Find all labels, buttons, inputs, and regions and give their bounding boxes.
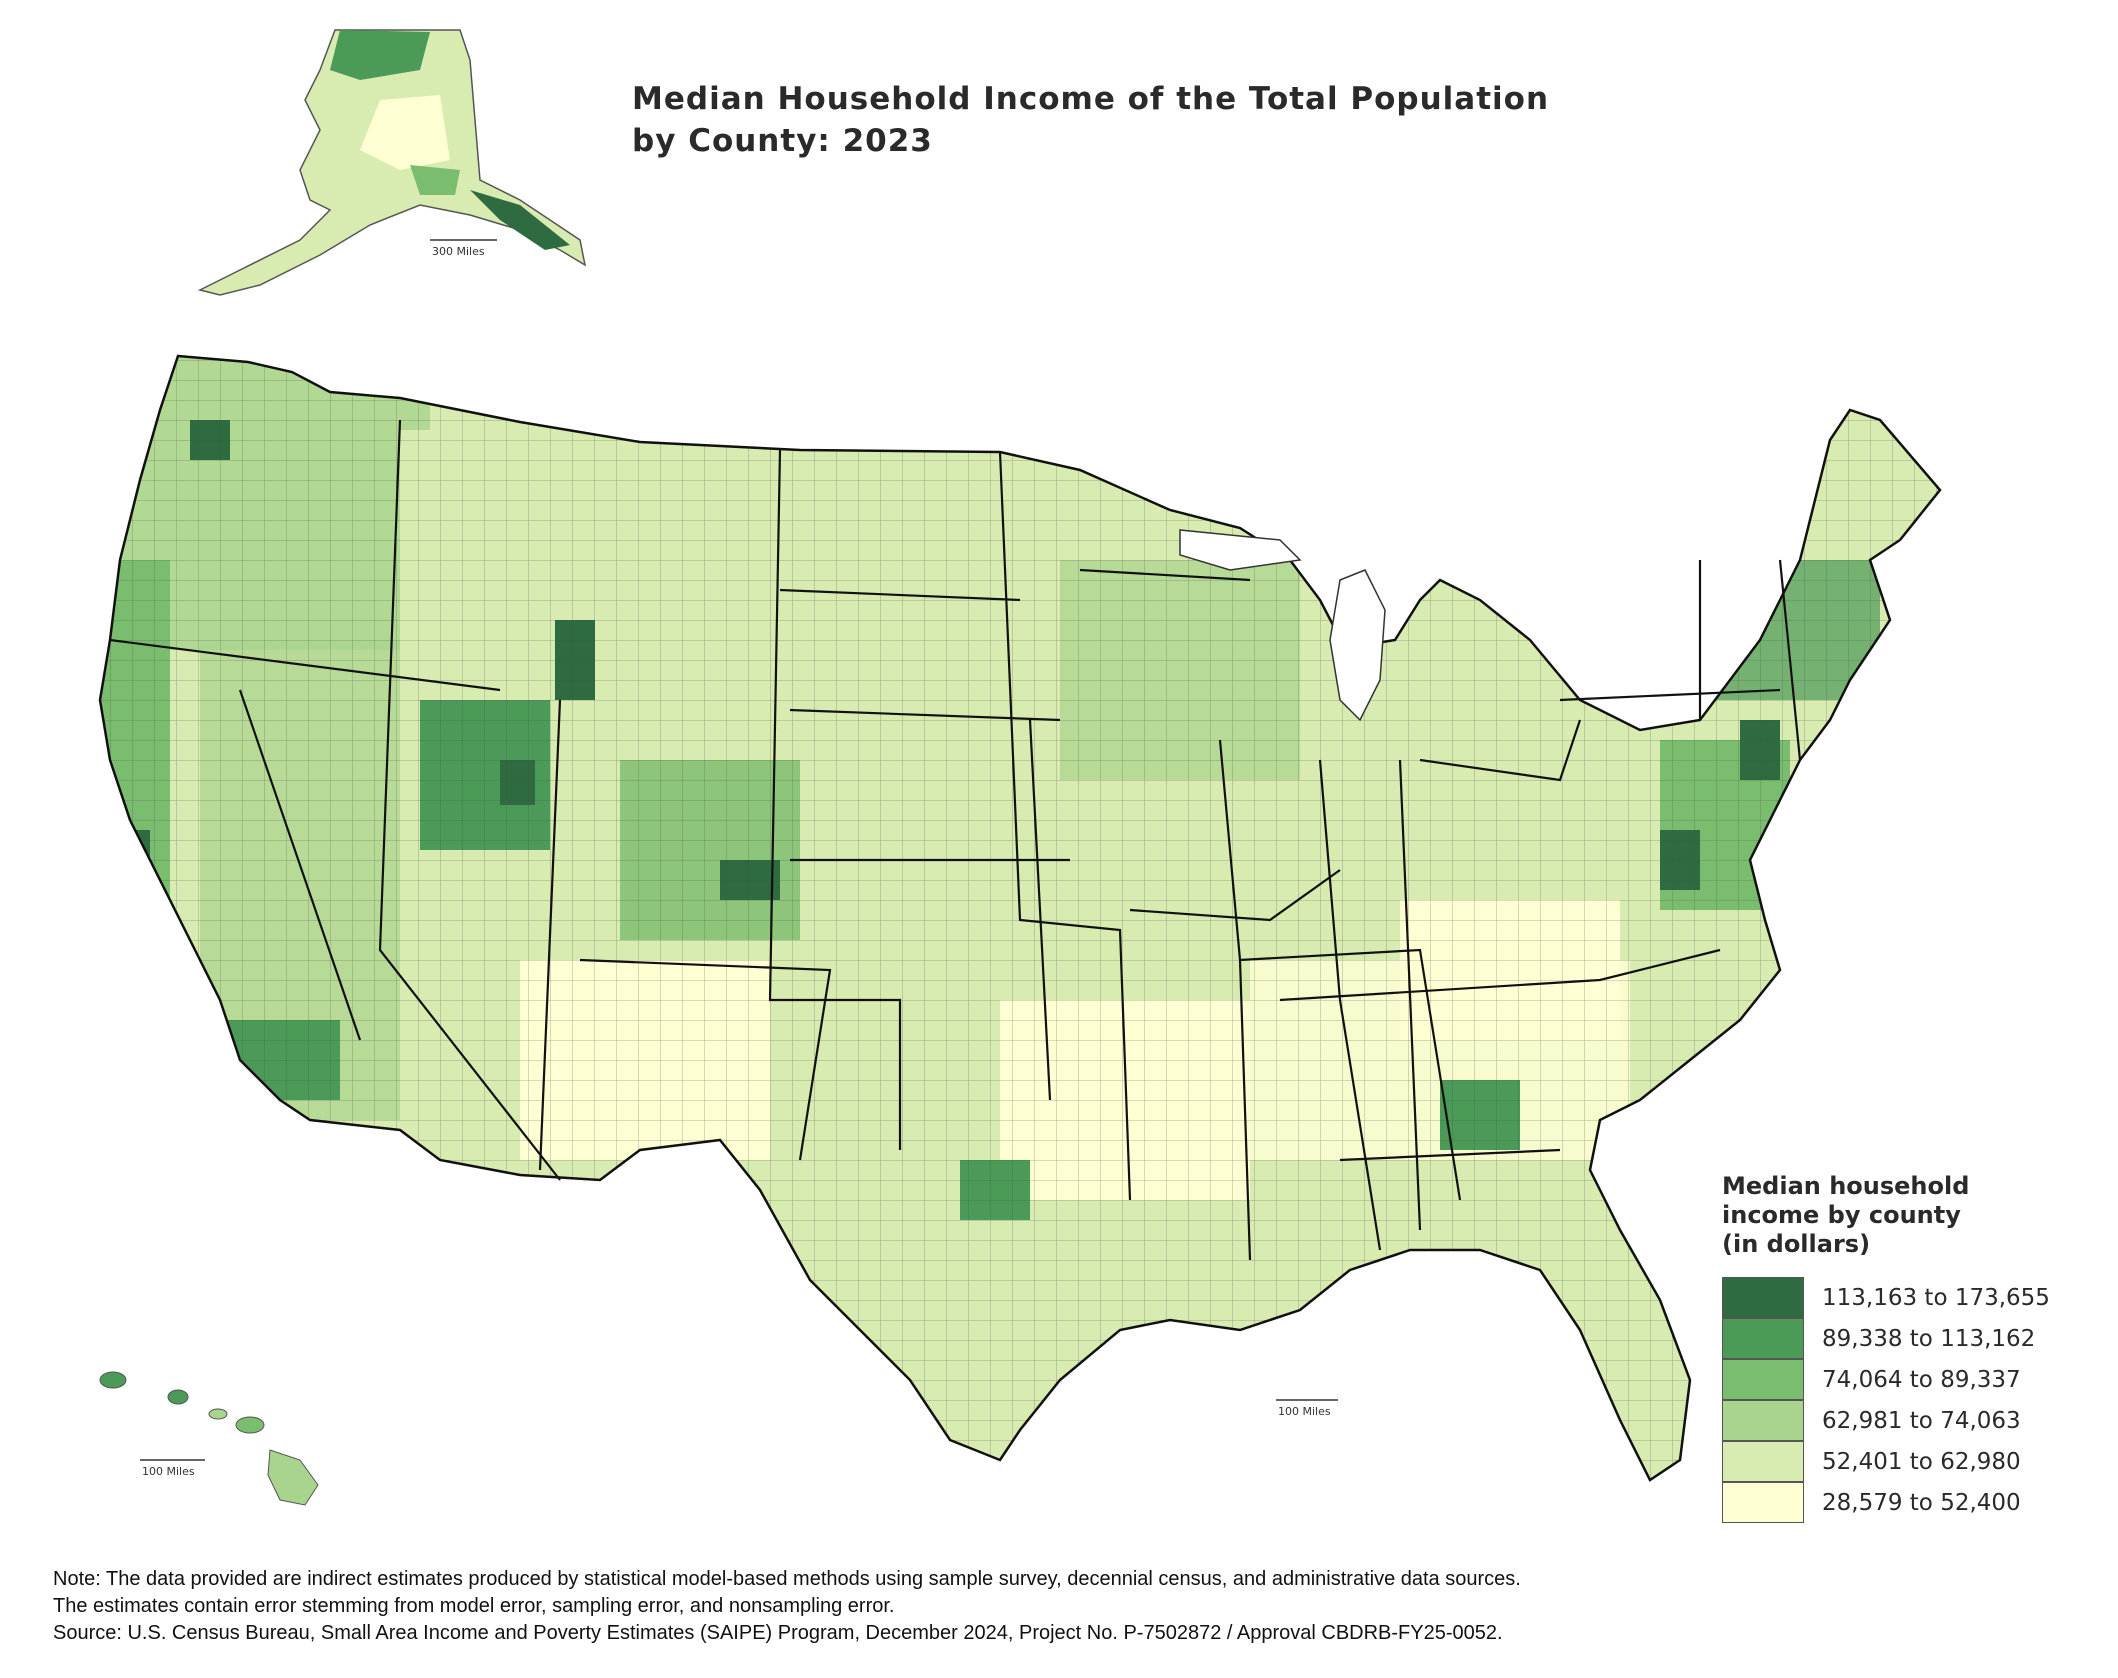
legend-swatch (1722, 1441, 1804, 1482)
legend-title-line: (in dollars) (1722, 1230, 1871, 1258)
scale-bar-conus: 100 Miles (1276, 1399, 1338, 1418)
title-line-2: by County: 2023 (632, 123, 933, 159)
scale-label-hawaii: 100 Miles (142, 1465, 195, 1478)
alaska-inset (197, 29, 587, 296)
legend: Median household income by county (in do… (1722, 1172, 2092, 1523)
legend-label: 28,579 to 52,400 (1822, 1489, 2021, 1516)
legend-swatch (1722, 1482, 1804, 1523)
title-line-1: Median Household Income of the Total Pop… (632, 81, 1550, 117)
scale-label-alaska: 300 Miles (432, 245, 485, 258)
legend-title: Median household income by county (in do… (1722, 1172, 2092, 1259)
scale-bar-hawaii: 100 Miles (140, 1459, 205, 1478)
legend-row: 113,163 to 173,655 (1722, 1277, 2092, 1318)
legend-label: 74,064 to 89,337 (1822, 1366, 2021, 1393)
legend-swatch (1722, 1318, 1804, 1359)
note-line: Source: U.S. Census Bureau, Small Area I… (53, 1622, 1503, 1644)
legend-row: 74,064 to 89,337 (1722, 1359, 2092, 1400)
legend-row: 89,338 to 113,162 (1722, 1318, 2092, 1359)
legend-row: 52,401 to 62,980 (1722, 1441, 2092, 1482)
note-line: The estimates contain error stemming fro… (53, 1595, 895, 1617)
legend-row: 62,981 to 74,063 (1722, 1400, 2092, 1441)
legend-title-line: Median household (1722, 1172, 1970, 1200)
legend-title-line: income by county (1722, 1201, 1961, 1229)
scale-label-conus: 100 Miles (1278, 1405, 1331, 1418)
legend-label: 113,163 to 173,655 (1822, 1284, 2050, 1311)
legend-swatch (1722, 1400, 1804, 1441)
legend-row: 28,579 to 52,400 (1722, 1482, 2092, 1523)
legend-swatch (1722, 1359, 1804, 1400)
legend-label: 52,401 to 62,980 (1822, 1448, 2021, 1475)
legend-label: 62,981 to 74,063 (1822, 1407, 2021, 1434)
scale-bar-alaska: 300 Miles (430, 239, 497, 258)
map-title: Median Household Income of the Total Pop… (632, 78, 1549, 162)
source-notes: Note: The data provided are indirect est… (53, 1566, 1521, 1647)
note-line: Note: The data provided are indirect est… (53, 1568, 1521, 1590)
hawaii-inset (99, 1371, 319, 1506)
legend-label: 89,338 to 113,162 (1822, 1325, 2036, 1352)
legend-swatch (1722, 1277, 1804, 1318)
